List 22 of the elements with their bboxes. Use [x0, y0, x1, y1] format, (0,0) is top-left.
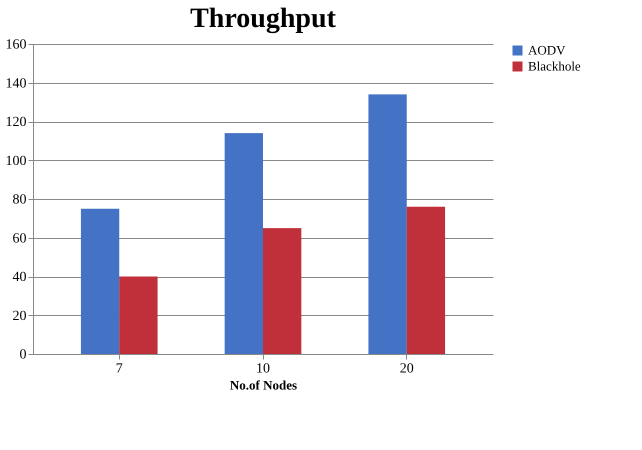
x-tick-label: 20: [400, 362, 414, 376]
legend-label: Blackhole: [528, 58, 581, 74]
y-tick-label: 20: [12, 308, 26, 324]
y-tick-label: 160: [6, 38, 26, 52]
y-tick-label: 80: [12, 192, 26, 208]
bar: [406, 206, 446, 354]
y-tick-label: 120: [6, 115, 26, 130]
y-tick-label: 0: [20, 348, 26, 362]
x-tick-label: 7: [116, 362, 123, 376]
y-tick-label: 100: [6, 154, 26, 169]
legend-label: AODV: [528, 42, 566, 58]
chart-title: Throughput: [190, 3, 337, 34]
x-axis-title: No.of Nodes: [230, 378, 298, 392]
bar: [224, 133, 263, 354]
bar: [80, 208, 120, 354]
bar: [263, 228, 302, 354]
y-tick-label: 40: [12, 270, 26, 285]
bar: [119, 276, 158, 354]
y-tick-label: 60: [12, 231, 26, 246]
x-tick-label: 10: [256, 362, 270, 376]
y-tick-label: 140: [6, 76, 26, 92]
bar: [368, 94, 407, 354]
